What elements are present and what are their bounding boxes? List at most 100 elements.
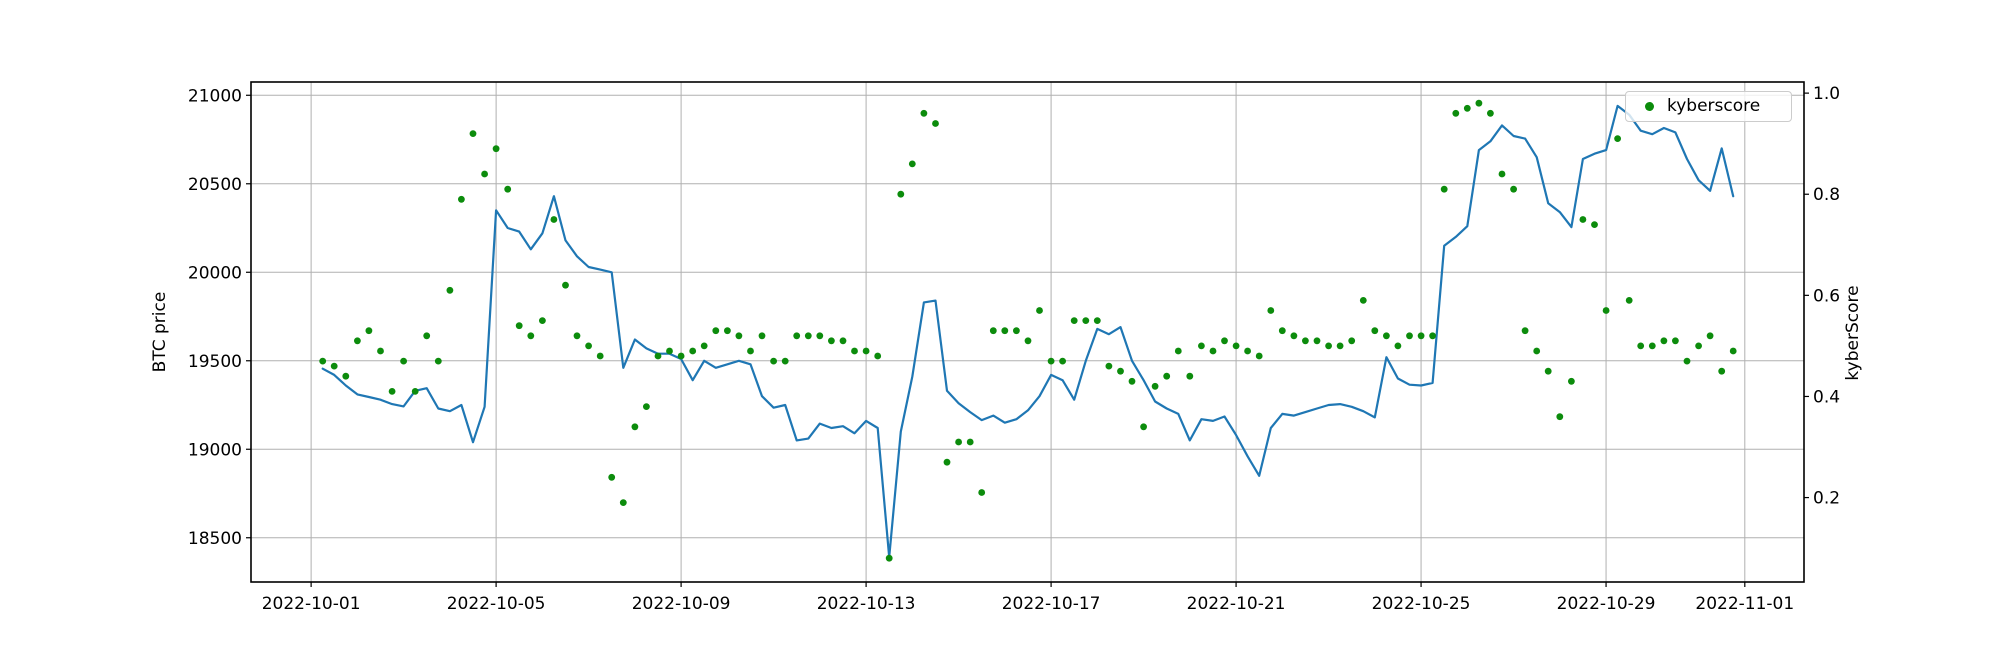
kyberscore-point [527,332,535,340]
kyberscore-point [908,160,916,168]
kyberscore-point [1255,352,1263,360]
kyberscore-point [1406,332,1413,340]
x-axis-tick-label: 2022-11-01 [1695,594,1794,614]
kyberscore-point [330,362,338,370]
kyberscore-point [619,499,627,506]
y-axis-right-tick-label: 0.8 [1813,185,1840,205]
btc-price-line [321,104,1735,559]
y-axis-left-tick-label: 19000 [188,440,242,460]
kyberscore-point [550,216,558,223]
kyberscore-point [1174,347,1182,355]
kyberscore-point [839,337,847,345]
kyberscore-point [562,281,569,289]
y-axis-left-tick-label: 20000 [188,263,242,283]
kyberscore-point [955,438,962,446]
plot-border [250,81,1805,583]
kyberscore-point [1024,337,1032,345]
kyberscore-point [596,352,604,360]
kyberscore-point [354,337,361,345]
kyberscore-point [1614,135,1621,143]
kyberscore-point [400,357,407,365]
kyberscore-point [1695,342,1702,350]
kyberscore-point [735,332,743,340]
kyberscore-point [1706,332,1714,340]
kyberscore-point [504,185,512,193]
kyberscore-point [943,458,951,466]
kyberscore-point [1625,297,1633,304]
y-axis-right-tick-label: 0.4 [1813,387,1840,407]
kyberscore-point [932,120,939,127]
kyberscore-point [793,332,801,340]
y-axis-right-tick-label: 0.2 [1813,489,1840,509]
kyberscore-point [585,342,592,350]
kyberscore-point [1568,377,1575,385]
kyberscore-point [1140,423,1147,431]
kyberscore-point [458,195,465,203]
kyberscore-point [608,473,616,481]
kyberscore-point [1383,332,1390,340]
kyberscore-point [1209,347,1217,355]
legend: kyberscore [1625,91,1792,122]
kyberscore-point [1198,342,1205,350]
kyberscore-point [851,347,858,355]
kyberscore-point [1521,327,1529,335]
kyberscore-point [804,332,812,340]
kyberscore-point [423,332,431,340]
kyberscore-point [828,337,835,345]
kyberscore-point [342,372,350,380]
kyberscore-point [1579,216,1587,223]
x-axis-tick-label: 2022-10-29 [1557,594,1656,614]
kyberscore-point [677,352,685,360]
kyberscore-point [481,170,488,178]
kyberscore-point [411,388,419,395]
kyberscore-point [1452,109,1460,117]
legend-label: kyberscore [1667,96,1761,116]
kyberscore-point [816,332,824,340]
kyberscore-point [1244,347,1251,355]
kyberscore-point [1013,327,1020,335]
kyberscore-point [978,489,986,496]
kyberscore-point [712,327,720,335]
kyberscore-point [874,352,882,360]
kyberscore-point [1533,347,1541,355]
kyberscore-point [1036,307,1043,314]
kyberscore-point [966,438,974,446]
kyberscore-point [1163,372,1171,380]
kyberscore-point [377,347,384,355]
kyberscore-point [700,342,708,350]
kyberscore-point [1082,317,1090,324]
kyberscore-point [862,347,870,355]
kyberscore-point [1463,104,1471,112]
kyberscore-point [1602,307,1610,314]
kyberscore-point [319,357,327,365]
kyberscore-point [1487,109,1494,117]
kyberscore-point [989,327,997,335]
kyberscore-point [1047,357,1055,365]
kyberscore-point [573,332,581,340]
kyberscore-point [1556,413,1564,421]
kyberscore-point [666,347,673,355]
y-axis-left-tick-label: 18500 [188,529,242,549]
kyberscore-point [469,130,477,138]
kyberscore-point [1498,170,1506,178]
kyberscore-point [920,109,928,117]
right-axis-title: kyberScore [1843,285,1863,381]
kyberscore-point [1070,317,1078,324]
kyberscore-point [770,357,777,365]
kyberscore-point [1417,332,1425,340]
x-axis-tick-label: 2022-10-21 [1187,594,1286,614]
legend-marker-icon [1645,102,1654,111]
kyberscore-point [1221,337,1228,345]
kyberscore-point [1672,337,1679,345]
kyberscore-point [1059,357,1066,365]
kyberscore-point [654,352,662,360]
kyberscore-point [365,327,373,335]
kyberscore-point [1151,382,1159,390]
kyberscore-point [1186,372,1194,380]
kyberscore-point [897,190,905,198]
kyberscore-point [1093,317,1101,324]
x-axis-tick-label: 2022-10-17 [1002,594,1101,614]
kyberscore-point [1128,377,1136,385]
kyberscore-point [1660,337,1668,345]
